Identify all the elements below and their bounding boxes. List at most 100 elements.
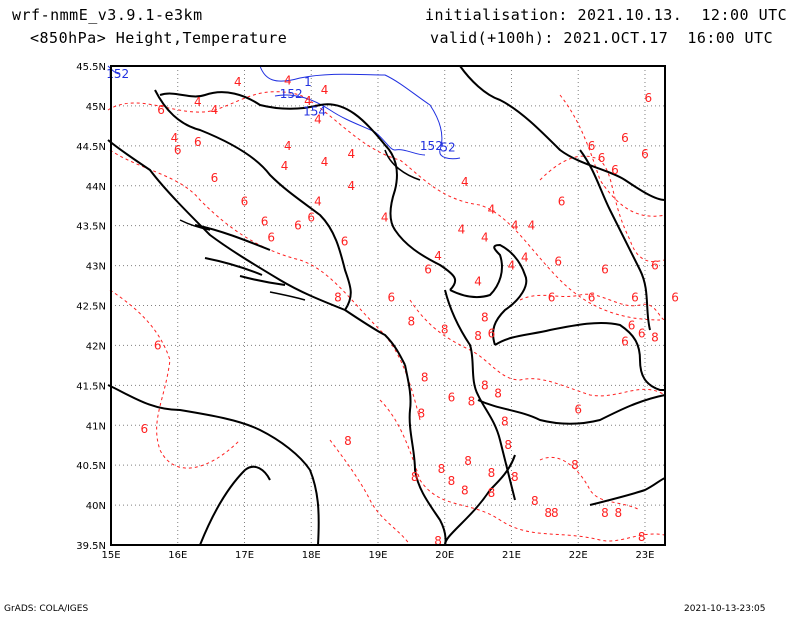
temperature-contour-label: 4 [461, 175, 469, 189]
temperature-contour [539, 155, 666, 263]
island [179, 219, 211, 231]
lon-tick-label: 22E [569, 550, 588, 561]
lat-tick-label: 42.5N [76, 302, 106, 313]
serbia-bulgaria-border [579, 149, 651, 331]
temperature-contour-label: 4 [434, 249, 442, 263]
temperature-contour-label: 6 [174, 143, 182, 157]
temperature-contour-label: 8 [501, 414, 509, 428]
temperature-contour-label: 6 [651, 259, 659, 273]
temperature-contour-label: 8 [494, 386, 502, 400]
temperature-contour-label: 6 [267, 231, 275, 245]
temperature-contour-label: 6 [211, 171, 219, 185]
temperature-contour [109, 289, 241, 469]
temperature-contour-label: 8 [481, 378, 489, 392]
lon-tick-label: 17E [235, 550, 254, 561]
greece-albania-border [444, 454, 516, 546]
temperature-contour-label: 4 [521, 251, 529, 265]
temperature-contour-label: 6 [631, 291, 639, 305]
lon-tick-label: 18E [302, 550, 321, 561]
temperature-contour-label: 4 [171, 131, 179, 145]
temperature-contour-label: 4 [211, 103, 219, 117]
height-contour-label: 52 [440, 140, 455, 154]
temperature-contour-label: 8 [531, 494, 539, 508]
temperature-contour-label: 6 [548, 291, 556, 305]
lon-tick-label: 23E [635, 550, 654, 561]
temperature-contour-label: 4 [234, 75, 242, 89]
temperature-contour-label: 6 [424, 263, 432, 277]
temperature-contour-label: 6 [194, 135, 202, 149]
temperature-contour-label: 6 [644, 91, 652, 105]
temperature-contour-label: 6 [448, 390, 456, 404]
macedonia-border [494, 321, 665, 391]
albania-coast [404, 364, 447, 546]
temperature-contour-label: 6 [641, 147, 649, 161]
axis-tick-labels: 15E 16E 17E 18E 19E 20E 21E 22E 23E 45.5N 45N 44.5N… [76, 62, 654, 561]
temperature-contour-label: 8 [408, 314, 416, 328]
croatia-bosnia-border [154, 89, 352, 311]
temperature-contour [409, 299, 666, 397]
temperature-contour-label: 4 [284, 73, 292, 87]
temperature-contour-label: 6 [671, 291, 679, 305]
lat-tick-label: 43N [86, 262, 106, 273]
temperature-contour-label: 8 [468, 394, 476, 408]
temperature-contour-label: 8 [434, 534, 442, 548]
temperature-contour-label: 6 [558, 195, 566, 209]
lat-tick-label: 40N [86, 501, 106, 512]
temperature-contour-label: 8 [511, 470, 519, 484]
lon-tick-label: 21E [502, 550, 521, 561]
lat-tick-label: 43.5N [76, 222, 106, 233]
temperature-contour-label: 6 [621, 131, 629, 145]
temperature-contour-label: 4 [321, 155, 329, 169]
temperature-contour [559, 94, 666, 217]
temperature-contour [519, 293, 666, 321]
temperature-contour-label: 8 [504, 438, 512, 452]
kosovo-border [449, 243, 528, 346]
temperature-contour-label: 6 [588, 139, 596, 153]
temperature-contour-label: 8 [651, 330, 659, 344]
height-contour-label: 1 [304, 75, 312, 89]
temperature-contour-label: 4 [347, 147, 355, 161]
lat-tick-label: 40.5N [76, 461, 106, 472]
temperature-contour-label: 4 [511, 219, 519, 233]
temperature-contour-label: 6 [341, 235, 349, 249]
adriatic-coast [107, 139, 406, 366]
coastlines-borders [107, 65, 666, 546]
lat-tick-label: 44.5N [76, 142, 106, 153]
temperature-contour-label: 8 [481, 310, 489, 324]
temperature-contour-label: 4 [314, 195, 322, 209]
temperature-contour-label: 4 [314, 112, 322, 126]
temperature-contour-label: 8 [474, 329, 482, 343]
temperature-contour-label: 8 [551, 506, 559, 520]
temperature-contour-label: 6 [638, 326, 646, 340]
temperature-contour-label: 4 [381, 211, 389, 225]
height-contour-label: 152 [106, 67, 129, 81]
island [194, 224, 271, 251]
temperature-contour-label: 4 [284, 139, 292, 153]
temperature-contour [379, 399, 666, 542]
temperature-contour-label: 8 [418, 406, 426, 420]
temperature-contour [107, 91, 661, 321]
island [269, 291, 306, 301]
temperature-contours [107, 91, 666, 546]
italy-coast-south [199, 465, 271, 546]
temperature-contour-label: 6 [598, 151, 606, 165]
lon-tick-label: 15E [101, 550, 120, 561]
lat-tick-label: 41N [86, 421, 106, 432]
temperature-contour-label: 4 [321, 83, 329, 97]
temperature-contour-label: 8 [334, 291, 342, 305]
temperature-contour-label: 4 [281, 159, 289, 173]
temperature-contour-label: 6 [157, 103, 165, 117]
field-title: <850hPa> Height,Temperature [30, 29, 288, 47]
height-contour [259, 65, 461, 160]
temperature-contour-label: 8 [488, 486, 496, 500]
island [204, 257, 263, 276]
temperature-contour-label: 6 [488, 326, 496, 340]
temperature-contour-label: 4 [474, 275, 482, 289]
initialisation-time: initialisation: 2021.10.13. 12:00 UTC [425, 6, 788, 24]
temperature-contour-label: 6 [241, 195, 249, 209]
temperature-contour-label: 8 [421, 370, 429, 384]
valid-time: valid(+100h): 2021.OCT.17 16:00 UTC [430, 29, 774, 47]
lat-tick-label: 41.5N [76, 381, 106, 392]
island [239, 275, 286, 286]
